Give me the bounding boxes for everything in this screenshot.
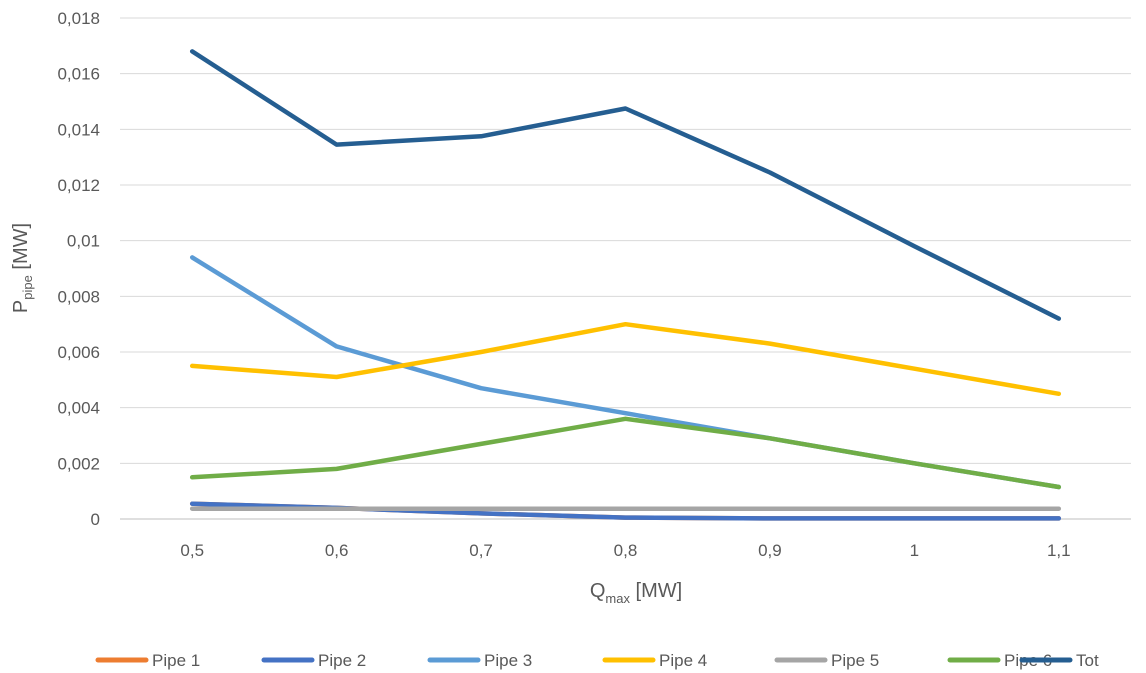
gridlines [120,17,1131,520]
x-tick-label: 1,1 [1047,541,1071,560]
x-tick-label: 0,5 [180,541,204,560]
legend-item-pipe-5: Pipe 5 [774,651,879,670]
y-tick-label: 0,002 [57,454,100,473]
legend-item-tot: Tot [1019,651,1099,670]
y-axis-title-unit: [MW] [10,223,32,275]
series-line-pipe-4 [189,321,1062,397]
legend-label: Pipe 1 [152,651,200,670]
y-tick-label: 0,004 [57,399,100,418]
legend-item-pipe-3: Pipe 3 [427,651,532,670]
x-tick-label: 0,7 [469,541,493,560]
y-tick-label: 0 [91,510,100,529]
y-tick-label: 0,018 [57,9,100,28]
series-line-tot [189,49,1062,321]
legend-item-pipe-4: Pipe 4 [602,651,707,670]
y-axis-title-main: P [10,300,32,313]
x-axis-title-unit: [MW] [630,580,682,602]
y-tick-label: 0,012 [57,176,100,195]
x-axis-title-main: Q [590,580,606,602]
series-lines [189,49,1062,521]
legend-label: Pipe 2 [318,651,366,670]
x-tick-label: 0,9 [758,541,782,560]
y-tick-label: 0,008 [57,287,100,306]
y-tick-label: 0,014 [57,120,100,139]
legend-item-pipe-1: Pipe 1 [95,651,200,670]
legend-label: Pipe 4 [659,651,707,670]
legend-label: Tot [1076,651,1099,670]
x-tick-label: 0,6 [325,541,349,560]
y-axis-title-sub: pipe [20,275,35,300]
y-tick-label: 0,01 [67,232,100,251]
x-axis-title-sub: max [605,591,630,606]
x-tick-label: 0,8 [614,541,638,560]
x-axis-title: Qmax [MW] [590,580,682,606]
series-line-pipe-6 [189,416,1062,490]
y-axis-tick-labels: 0 0,002 0,004 0,006 0,008 0,01 0,012 0,014 0,016… [57,9,100,529]
y-tick-label: 0,016 [57,65,100,84]
legend-item-pipe-2: Pipe 2 [261,651,366,670]
y-axis-title: Ppipe [MW] [10,223,35,313]
legend-label: Pipe 5 [831,651,879,670]
series-line-pipe-2 [189,501,1062,521]
legend-label: Pipe 3 [484,651,532,670]
x-axis-tick-labels: 0,5 0,6 0,7 0,8 0,9 1 1,1 [180,541,1070,560]
y-tick-label: 0,006 [57,343,100,362]
x-tick-label: 1 [910,541,919,560]
